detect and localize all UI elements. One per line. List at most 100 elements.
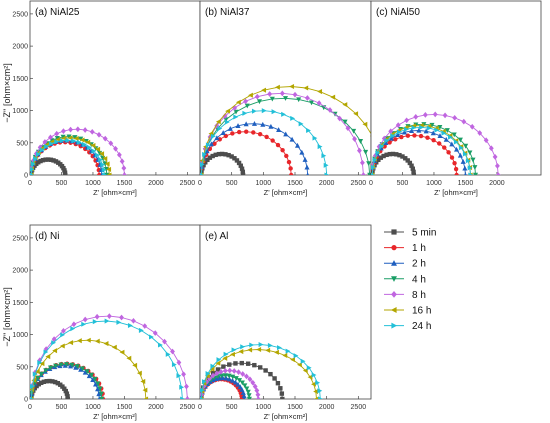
data-point [432, 111, 438, 118]
x-tick-label: 0 [369, 180, 373, 187]
data-point [106, 313, 112, 319]
data-point [95, 146, 101, 152]
data-point [413, 113, 419, 120]
data-point [236, 160, 242, 166]
data-point [467, 150, 473, 156]
data-point [409, 163, 414, 168]
data-point [388, 135, 394, 141]
data-point [330, 94, 336, 100]
data-point [82, 316, 88, 323]
data-point [216, 357, 222, 363]
data-point [397, 152, 402, 158]
legend-label: 8 h [412, 290, 426, 301]
x-tick-label: 0 [198, 180, 202, 187]
data-point [360, 172, 366, 175]
data-point [311, 381, 316, 387]
data-point [142, 387, 148, 393]
data-point [99, 151, 105, 157]
data-point [39, 147, 45, 153]
data-point [113, 145, 118, 152]
data-point [143, 396, 149, 399]
data-point [289, 172, 294, 175]
data-point [92, 376, 98, 382]
data-point [317, 388, 323, 394]
data-point [205, 142, 211, 148]
data-point [94, 313, 100, 320]
data-point [76, 139, 82, 145]
data-point [376, 157, 381, 163]
x-tick-label: 1500 [287, 404, 303, 411]
data-point [100, 162, 106, 168]
x-tick-label: 2000 [148, 404, 164, 411]
x-tick-label: 0 [28, 404, 32, 411]
data-point [462, 165, 468, 171]
data-point [230, 377, 236, 383]
data-point [457, 152, 463, 158]
data-point [451, 132, 457, 138]
data-point [317, 144, 323, 150]
data-point [210, 153, 215, 159]
data-point [304, 95, 310, 101]
data-point [297, 362, 302, 368]
x-tick-label: 2500 [351, 404, 367, 411]
data-point [209, 366, 215, 372]
x-tick-label: 2000 [319, 180, 335, 187]
data-point [302, 157, 308, 162]
data-point [82, 141, 87, 148]
data-point [79, 366, 86, 372]
data-point [51, 336, 57, 343]
x-tick-label: 2500 [180, 404, 196, 411]
data-point [220, 375, 226, 381]
data-point [104, 318, 110, 324]
data-point [279, 391, 285, 396]
data-point [384, 152, 389, 158]
data-point [280, 396, 285, 399]
data-point [306, 127, 311, 133]
data-point [400, 154, 405, 159]
data-point [92, 319, 98, 325]
data-point [232, 104, 238, 111]
data-point [307, 374, 313, 380]
data-point [234, 158, 240, 163]
data-point [222, 367, 228, 374]
data-point [240, 172, 246, 175]
data-point [290, 115, 296, 121]
data-point [68, 126, 73, 133]
data-point [158, 342, 163, 348]
data-point [342, 102, 348, 108]
data-point [52, 348, 58, 354]
data-point [36, 151, 41, 157]
data-point [40, 145, 45, 151]
data-point [47, 378, 52, 384]
data-point [437, 133, 443, 139]
data-point [258, 365, 263, 370]
data-point [210, 372, 216, 379]
legend-item: 1 h [384, 243, 426, 254]
data-point [55, 136, 61, 142]
data-point [248, 92, 253, 98]
data-point [212, 141, 217, 146]
data-point [260, 121, 266, 127]
data-point [442, 112, 448, 119]
data-point [425, 135, 430, 140]
data-point [222, 113, 228, 119]
data-point [102, 156, 108, 162]
series-layer [371, 111, 501, 175]
data-point [225, 108, 230, 114]
data-point [241, 393, 247, 399]
data-point [464, 172, 467, 175]
data-point [64, 391, 70, 396]
data-point [303, 85, 309, 91]
data-point [65, 394, 70, 399]
data-point [104, 161, 110, 167]
data-point [294, 142, 301, 148]
data-point [95, 386, 101, 392]
data-point [306, 172, 310, 175]
data-point [243, 121, 249, 127]
data-point [184, 383, 189, 390]
data-point [30, 396, 34, 399]
data-point [86, 373, 92, 379]
data-point [60, 332, 66, 338]
data-point [95, 381, 101, 387]
legend-item: 8 h [384, 290, 426, 301]
